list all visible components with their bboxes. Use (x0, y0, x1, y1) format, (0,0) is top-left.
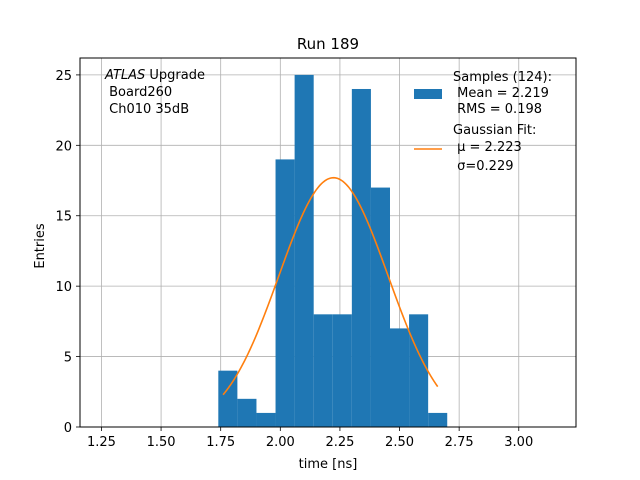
x-tick-label: 1.50 (147, 435, 176, 450)
chart-title: Run 189 (297, 35, 359, 53)
histogram-bar (370, 187, 390, 427)
histogram-bar (351, 88, 371, 427)
x-tick-label: 1.25 (87, 435, 116, 450)
histogram-bar (256, 412, 276, 427)
x-tick-label: 2.00 (266, 435, 295, 450)
x-tick-label: 2.50 (385, 435, 414, 450)
annotation-atlas: ATLAS (104, 68, 145, 83)
annotation-line-1: ATLAS Upgrade (104, 68, 205, 83)
y-axis-title: Entries (33, 223, 48, 269)
annotation-line-3: Ch010 35dB (105, 102, 189, 117)
histogram-bar (218, 370, 238, 427)
legend: Samples (124): Mean = 2.219 RMS = 0.198 … (414, 70, 552, 174)
histogram-bar (332, 314, 352, 427)
x-axis-title: time [ns] (299, 457, 358, 472)
x-tick-label: 1.75 (206, 435, 235, 450)
histogram-bar (294, 74, 314, 428)
atlas-annotation: ATLAS Upgrade Board260 Ch010 35dB (104, 68, 205, 117)
fit-layer (222, 176, 439, 396)
annotation-line-2: Board260 (105, 85, 172, 100)
y-tick-label: 20 (55, 139, 72, 154)
bars-layer (218, 74, 448, 428)
plot-frame (79, 57, 577, 428)
x-tick-label: 3.00 (504, 435, 533, 450)
y-tick-label: 15 (55, 210, 72, 225)
gaussian-fit-curve (222, 176, 439, 396)
y-tick-label: 25 (55, 69, 72, 84)
y-tick-label: 5 (64, 351, 72, 366)
histogram-bar (237, 398, 257, 427)
x-tick-label: 2.75 (445, 435, 474, 450)
legend-samples-swatch (414, 89, 442, 99)
histogram-bar (313, 314, 333, 427)
x-tick-label: 2.25 (325, 435, 354, 450)
histogram-bar (275, 159, 295, 427)
legend-fit-title: Gaussian Fit: (453, 123, 536, 138)
legend-samples-title: Samples (124): (453, 70, 552, 85)
annotation-upgrade: Upgrade (145, 68, 205, 83)
legend-fit-mu: μ = 2.223 (453, 140, 522, 155)
legend-fit-sigma: σ=0.229 (453, 159, 513, 174)
legend-samples-mean: Mean = 2.219 (453, 86, 549, 101)
legend-samples-rms: RMS = 0.198 (453, 102, 542, 117)
ticks-layer: 1.25 1.50 1.75 2.00 2.25 2.50 2.75 3.00 0 5 10 15 20… (55, 69, 533, 450)
y-tick-label: 0 (64, 421, 72, 436)
histogram-bar (390, 328, 410, 427)
histogram-bar (428, 412, 448, 427)
y-tick-label: 10 (55, 280, 72, 295)
histogram-bar (409, 314, 429, 427)
